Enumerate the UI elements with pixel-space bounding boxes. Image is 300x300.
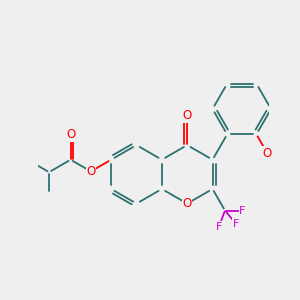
Text: O: O	[263, 147, 272, 160]
Text: O: O	[183, 109, 192, 122]
Text: O: O	[86, 165, 95, 178]
Text: O: O	[66, 128, 75, 141]
Text: F: F	[239, 206, 246, 215]
Text: O: O	[183, 197, 192, 210]
Text: F: F	[233, 219, 239, 229]
Text: F: F	[216, 222, 222, 232]
